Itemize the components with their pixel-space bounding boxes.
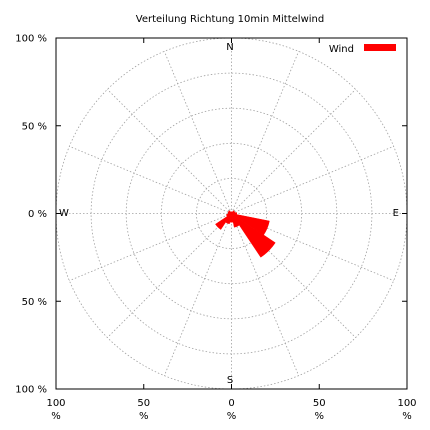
y-tick-label: 50 % <box>22 121 47 132</box>
grid-spoke <box>231 145 394 214</box>
legend: Wind <box>329 44 396 55</box>
grid-spoke <box>107 213 232 338</box>
wind-sector-bar <box>230 211 232 214</box>
wind-sector-bar <box>231 213 276 258</box>
wind-sectors <box>215 210 276 258</box>
y-tick-label: 0 % <box>28 209 47 220</box>
grid-spoke <box>163 51 232 214</box>
grid-spoke <box>163 213 232 376</box>
chart-title: Verteilung Richtung 10min Mittelwind <box>136 14 324 25</box>
x-tick-label: 0 <box>228 398 234 409</box>
grid-spoke <box>69 145 232 214</box>
y-tick-label: 100 % <box>15 385 47 396</box>
compass-label-w: W <box>59 208 69 219</box>
x-tick-unit: % <box>314 411 324 422</box>
grid-spoke <box>231 89 356 214</box>
y-tick-label: 100 % <box>15 34 47 45</box>
grid-spoke <box>231 213 300 376</box>
x-tick-unit: % <box>227 411 237 422</box>
legend-swatch <box>364 44 396 51</box>
x-tick-label: 50 <box>313 398 326 409</box>
wind-sector-bar <box>215 213 232 230</box>
grid-spoke <box>231 51 300 214</box>
axis-ticks: 100 % 50 % 0 % 50 % 100 % 100% 50% 0% 50% 100% <box>15 34 416 423</box>
x-tick-unit: % <box>139 411 149 422</box>
x-tick-unit: % <box>402 411 412 422</box>
x-tick-label: 100 <box>46 398 65 409</box>
wind-sector-bar <box>226 213 232 217</box>
legend-label: Wind <box>329 44 354 55</box>
x-tick-unit: % <box>51 411 61 422</box>
compass-label-n: N <box>226 42 233 53</box>
y-tick-label: 50 % <box>22 297 47 308</box>
wind-sector-bar <box>231 213 240 228</box>
grid-spoke <box>107 89 232 214</box>
x-tick-label: 100 <box>397 398 416 409</box>
grid-spoke <box>69 213 232 282</box>
compass-label-e: E <box>393 208 399 219</box>
compass-label-s: S <box>227 375 233 386</box>
x-tick-label: 50 <box>137 398 150 409</box>
